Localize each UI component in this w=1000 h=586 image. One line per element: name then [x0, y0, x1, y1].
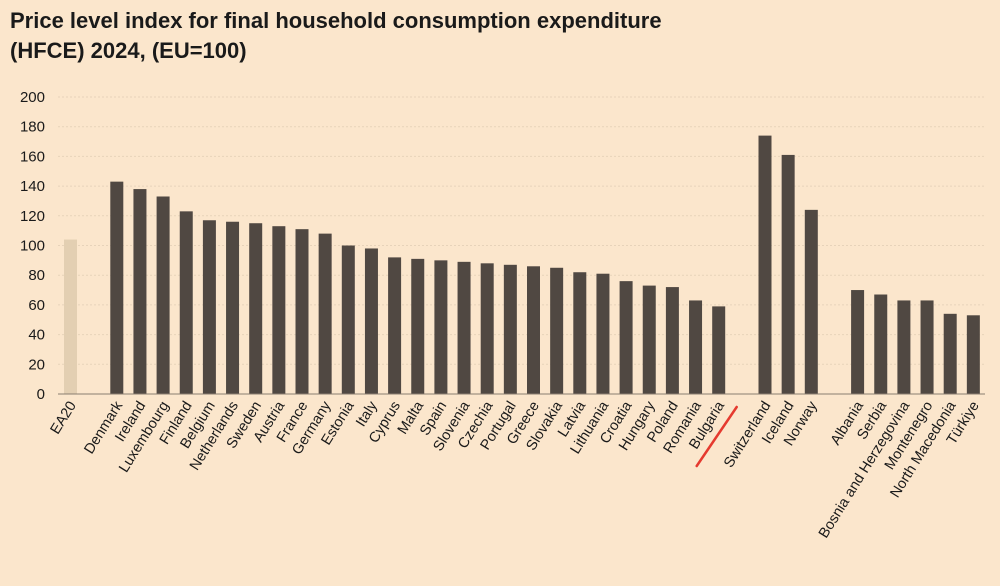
bar — [874, 294, 888, 394]
y-tick-label: 0 — [37, 386, 45, 403]
bar — [179, 211, 193, 394]
chart-title: Price level index for final household co… — [10, 6, 970, 66]
bar — [64, 239, 77, 394]
bar — [619, 281, 633, 394]
y-tick-label: 20 — [28, 356, 45, 373]
bar — [712, 306, 726, 394]
bar — [434, 260, 448, 394]
bar — [133, 189, 147, 394]
bar — [689, 300, 703, 394]
bar — [920, 300, 934, 394]
chart-title-line-2: (HFCE) 2024, (EU=100) — [10, 38, 247, 63]
bar — [966, 315, 980, 394]
bar — [202, 220, 216, 394]
bar — [226, 221, 240, 394]
bar — [272, 226, 286, 394]
bar — [804, 209, 818, 394]
bar — [503, 264, 517, 394]
y-tick-label: 40 — [28, 327, 45, 344]
bar — [388, 257, 402, 394]
bar — [457, 261, 471, 394]
bar — [480, 263, 494, 394]
bar — [249, 223, 263, 394]
bar — [781, 154, 795, 394]
bar — [642, 285, 656, 394]
bar — [364, 248, 378, 394]
y-tick-label: 80 — [28, 267, 45, 284]
bar — [318, 233, 332, 394]
bar — [596, 273, 610, 394]
bar — [110, 181, 124, 394]
bar — [295, 229, 309, 394]
y-tick-label: 200 — [20, 89, 45, 106]
bar — [897, 300, 911, 394]
chart-title-line-1: Price level index for final household co… — [10, 8, 662, 33]
highlight-underline — [695, 405, 738, 468]
bar — [527, 266, 540, 394]
bar — [550, 267, 564, 394]
bar — [665, 287, 679, 394]
bar — [851, 290, 865, 394]
bar — [943, 313, 957, 394]
y-tick-label: 100 — [20, 238, 45, 255]
y-tick-label: 120 — [20, 208, 45, 225]
bar — [573, 272, 587, 394]
bar — [411, 258, 425, 394]
y-tick-label: 60 — [28, 297, 45, 314]
bar — [156, 196, 170, 394]
y-tick-label: 160 — [20, 148, 45, 165]
bar — [758, 135, 772, 395]
y-tick-label: 140 — [20, 178, 45, 195]
bar — [341, 245, 355, 394]
x-tick-label: EA20 — [48, 399, 80, 438]
y-tick-label: 180 — [20, 119, 45, 136]
